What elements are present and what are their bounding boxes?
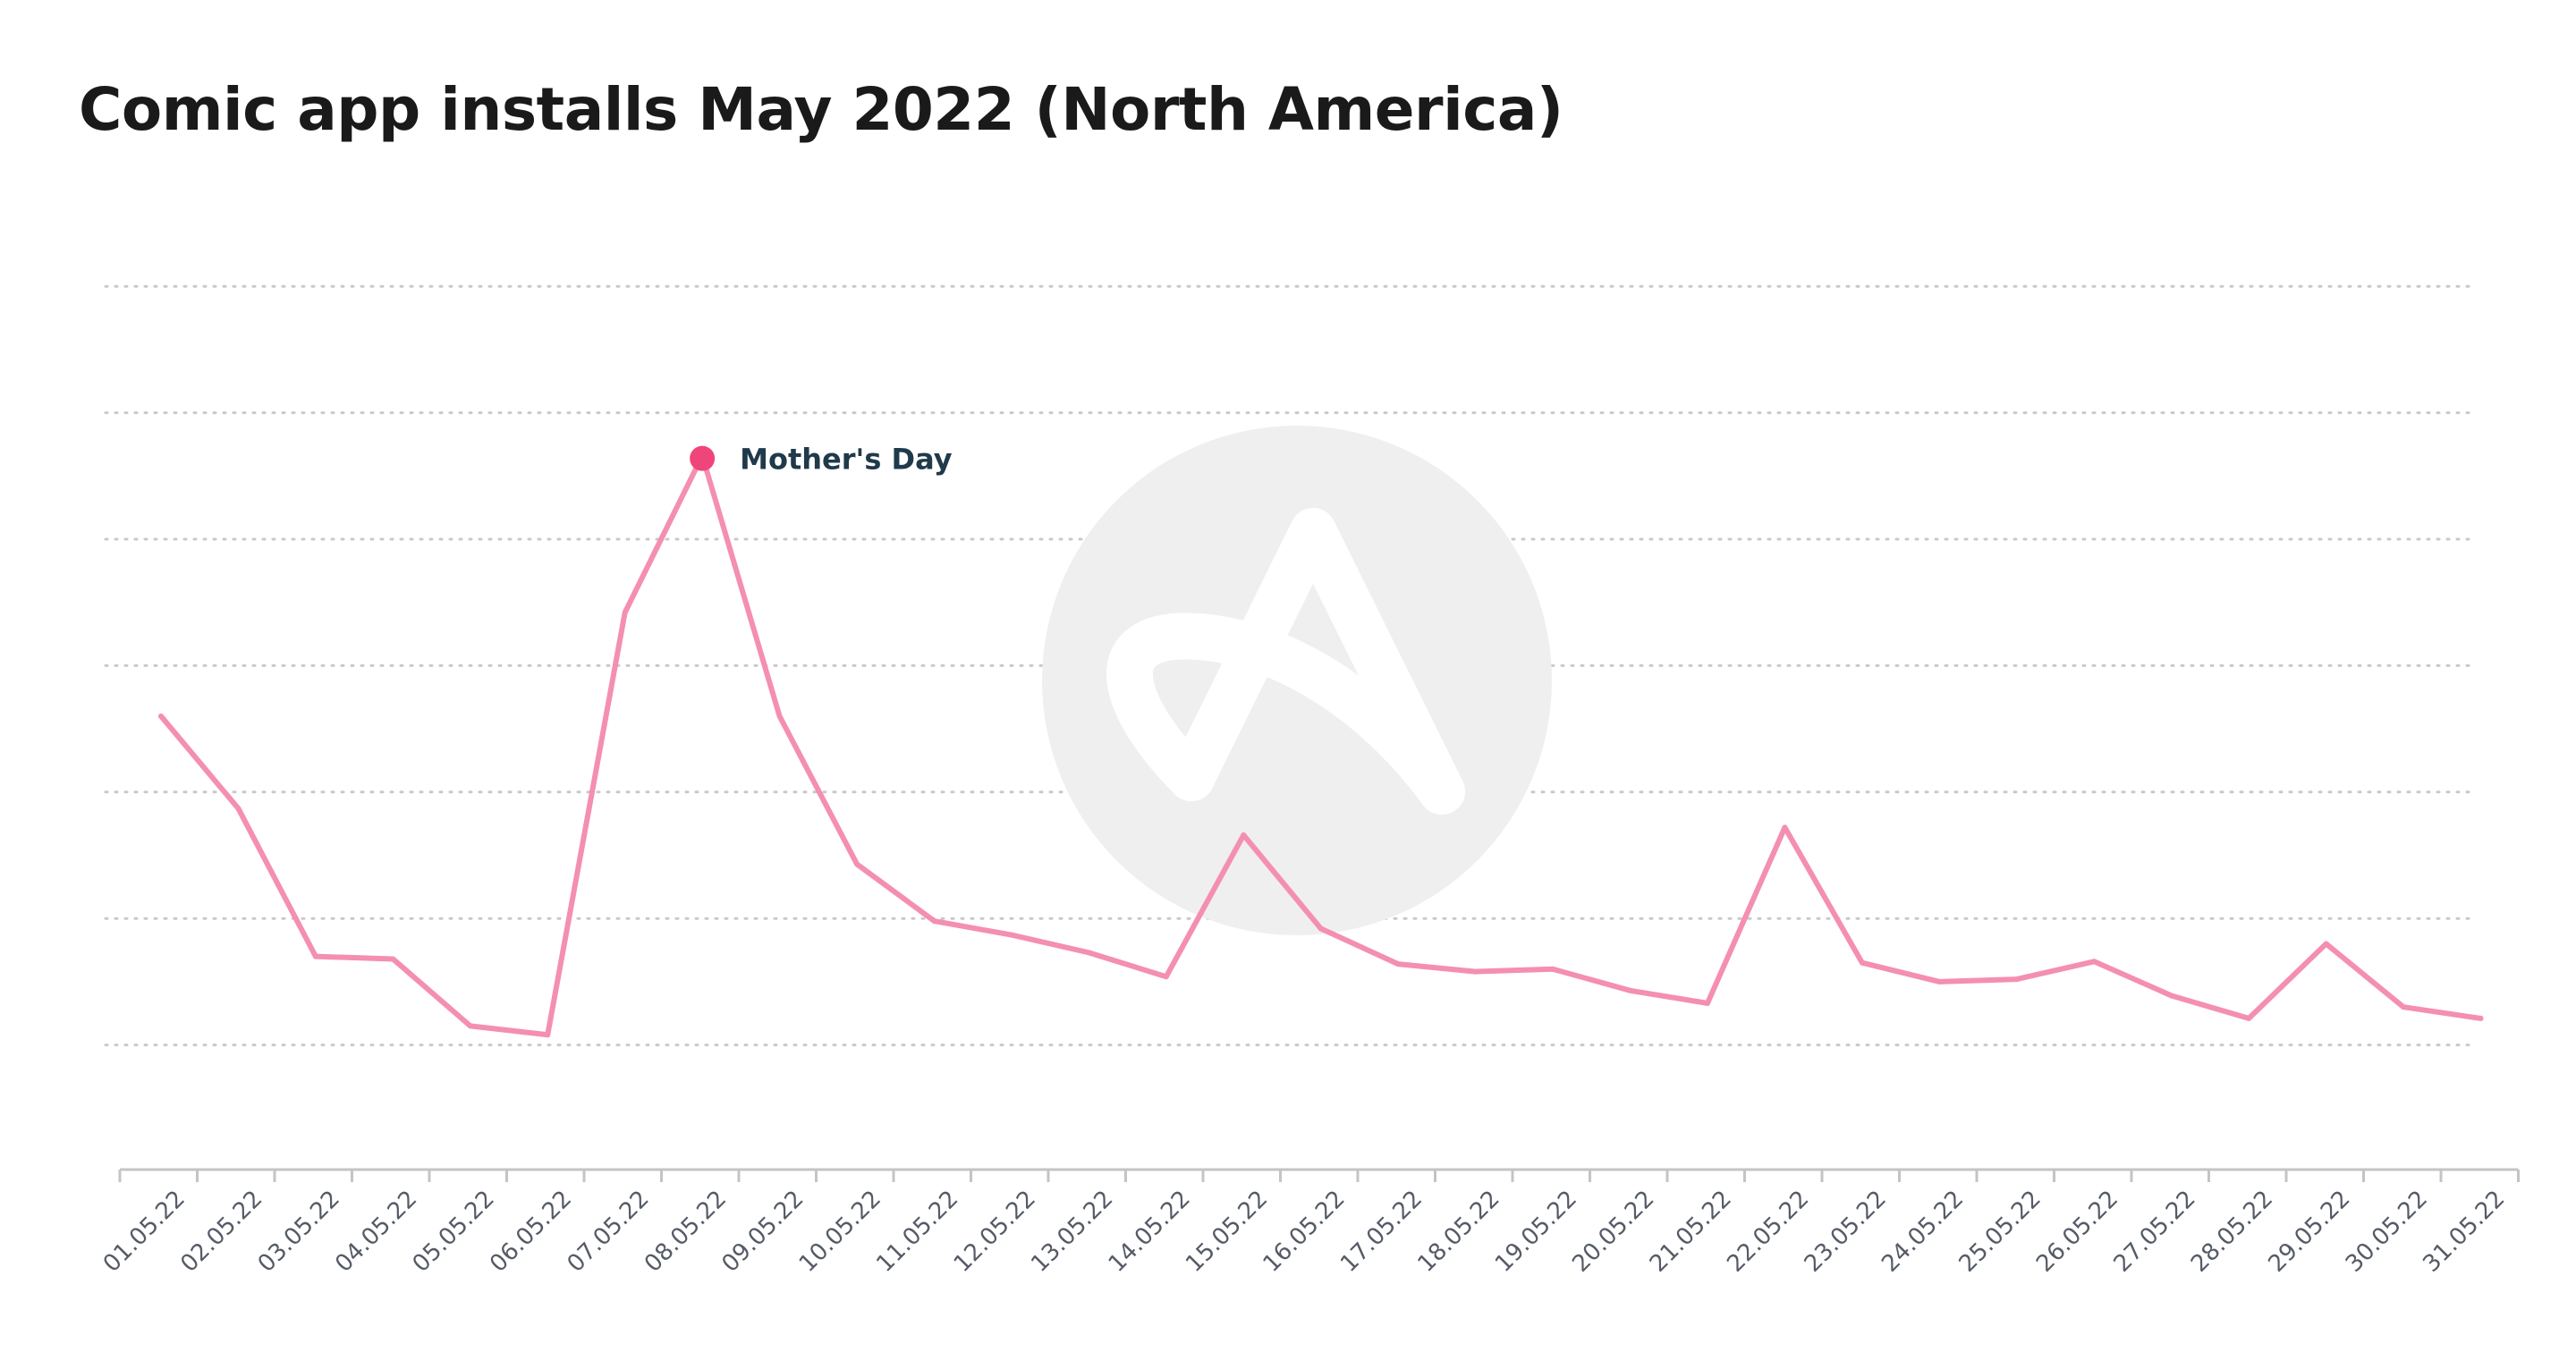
x-tick-label: 05.05.22 [408, 1186, 500, 1278]
data-point [2246, 1015, 2252, 1021]
x-tick-label: 18.05.22 [1413, 1186, 1505, 1278]
x-tick-label: 29.05.22 [2263, 1186, 2355, 1278]
x-tick-label: 23.05.22 [1800, 1186, 1892, 1278]
x-tick-label: 11.05.22 [871, 1186, 963, 1278]
data-point [1472, 968, 1479, 975]
x-tick-label: 27.05.22 [2109, 1186, 2201, 1278]
data-point [622, 610, 628, 616]
data-point [545, 1032, 551, 1038]
data-point [2323, 941, 2329, 947]
data-point [2478, 1015, 2484, 1021]
x-tick-label: 04.05.22 [330, 1186, 422, 1278]
data-point [1086, 950, 1092, 956]
x-tick-label: 22.05.22 [1722, 1186, 1814, 1278]
annotation-label: Mother's Day [740, 443, 953, 477]
data-point [1550, 966, 1556, 972]
data-point [1395, 961, 1402, 968]
x-axis [118, 1168, 2520, 1182]
chart-title: Comic app installs May 2022 (North Ameri… [79, 75, 1563, 144]
x-tick-label: 12.05.22 [949, 1186, 1041, 1278]
x-tick-label: 14.05.22 [1104, 1186, 1196, 1278]
x-tick-label: 24.05.22 [1877, 1186, 1969, 1278]
data-point [1705, 1000, 1710, 1006]
data-point [235, 806, 242, 812]
x-tick-label: 06.05.22 [485, 1186, 577, 1278]
x-tick-label: 10.05.22 [794, 1186, 886, 1278]
data-point [1627, 987, 1633, 993]
x-tick-label: 31.05.22 [2418, 1186, 2510, 1278]
x-tick-label: 17.05.22 [1335, 1186, 1428, 1278]
data-point [2401, 1004, 2407, 1010]
data-point [312, 953, 318, 959]
x-tick-label: 20.05.22 [1567, 1186, 1659, 1278]
data-point [2013, 976, 2020, 983]
data-point [1163, 974, 1169, 980]
data-point [1936, 978, 1943, 984]
x-tick-label: 30.05.22 [2341, 1186, 2433, 1278]
x-tick-label: 19.05.22 [1490, 1186, 1582, 1278]
x-tick-label: 02.05.22 [175, 1186, 267, 1278]
x-tick-label: 07.05.22 [563, 1186, 655, 1278]
data-point [776, 713, 783, 719]
x-tick-label: 01.05.22 [98, 1186, 191, 1278]
x-tick-label: 28.05.22 [2186, 1186, 2278, 1278]
data-point [467, 1023, 473, 1029]
x-tick-label: 26.05.22 [2031, 1186, 2123, 1278]
x-tick-label: 16.05.22 [1258, 1186, 1351, 1278]
x-tick-label: 03.05.22 [253, 1186, 345, 1278]
x-tick-labels: 01.05.2202.05.2203.05.2204.05.2205.05.22… [98, 1186, 2511, 1278]
x-tick-label: 08.05.22 [640, 1186, 732, 1278]
data-point [390, 956, 396, 962]
data-point [931, 918, 937, 925]
data-point [854, 861, 860, 867]
x-tick-label: 21.05.22 [1645, 1186, 1737, 1278]
x-tick-label: 25.05.22 [1954, 1186, 2046, 1278]
appmagic-logo-icon [1042, 426, 1552, 935]
data-point [1859, 959, 1865, 966]
annotations: Mother's Day [690, 443, 953, 477]
data-point [2091, 959, 2097, 965]
data-point [2168, 993, 2174, 999]
data-point [1241, 832, 1247, 838]
data-point [1782, 824, 1788, 831]
x-tick-label: 13.05.22 [1026, 1186, 1118, 1278]
x-tick-label: 15.05.22 [1181, 1186, 1273, 1278]
series-layer [158, 452, 2484, 1038]
data-point [1318, 925, 1324, 932]
data-point [158, 713, 164, 719]
data-point [1008, 932, 1014, 938]
annotation-marker [690, 445, 716, 471]
x-tick-label: 09.05.22 [716, 1186, 809, 1278]
